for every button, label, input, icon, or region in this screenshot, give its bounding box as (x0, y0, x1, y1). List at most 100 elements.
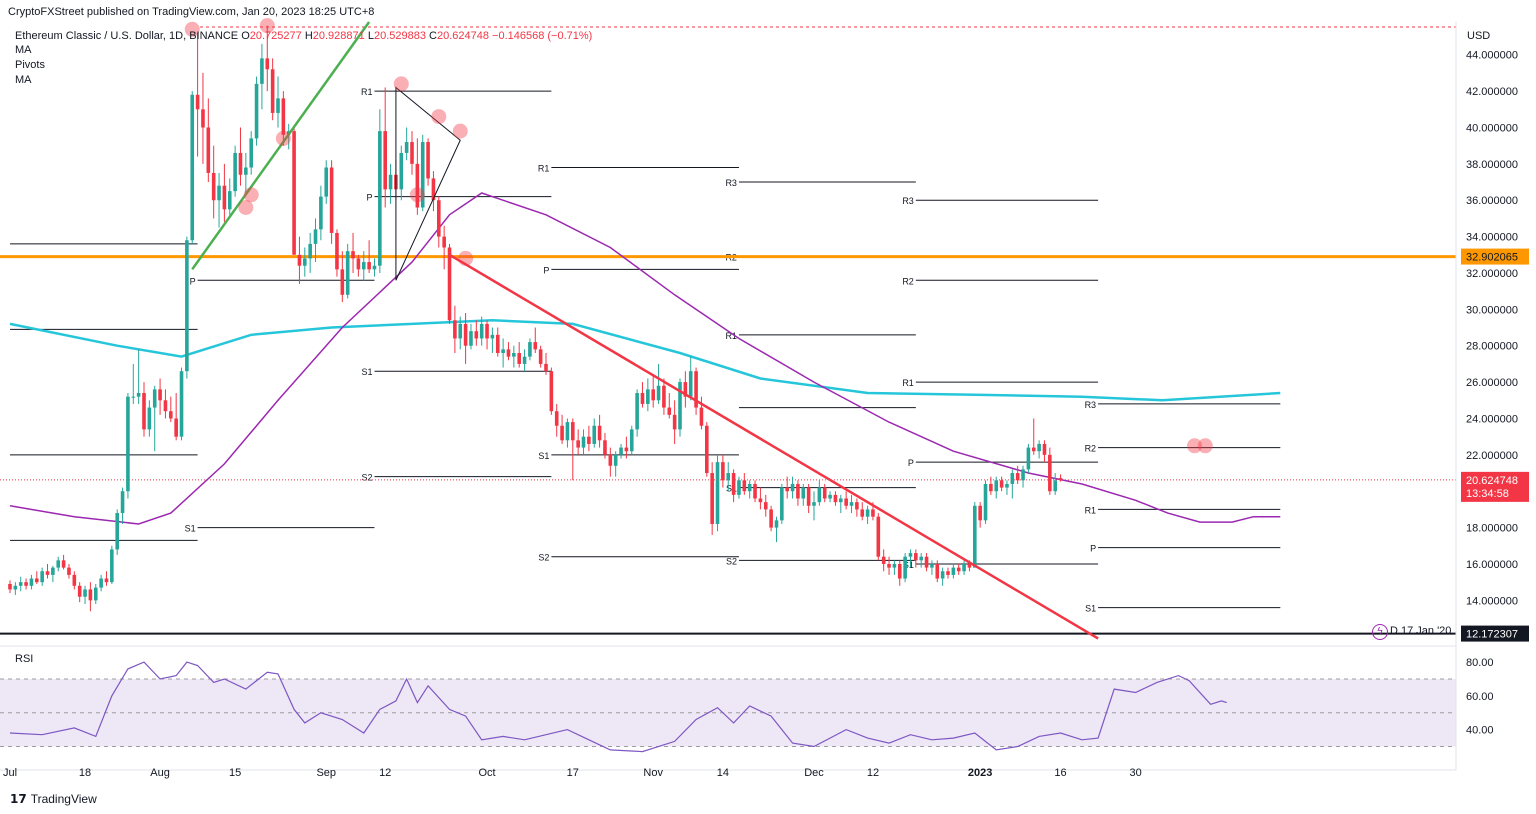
close-value: 20.624748 (436, 30, 489, 42)
candle-129 (699, 396, 704, 430)
candle-54 (297, 236, 302, 284)
indicator-pivots[interactable]: Pivots (15, 59, 45, 71)
candle-body (1010, 473, 1015, 484)
candle-61 (335, 229, 339, 277)
time-tick-6: Oct (478, 767, 495, 779)
candle-115 (624, 436, 629, 459)
price-tick-3: 38.000000 (1466, 159, 1518, 171)
candle-body (222, 185, 227, 210)
candle-body (479, 323, 484, 339)
candle-body (517, 353, 521, 364)
candle-body (158, 389, 162, 401)
candle-102 (554, 403, 559, 437)
candle-89 (485, 320, 489, 350)
candle-body (292, 131, 296, 255)
candle-body (383, 131, 387, 190)
candle-body (683, 382, 688, 397)
candle-body (1048, 454, 1052, 492)
candle-81 (442, 225, 446, 270)
candle-82 (447, 243, 452, 324)
candle-78 (426, 138, 430, 186)
tradingview-logo: 17 (10, 792, 27, 806)
candle-body (780, 487, 784, 521)
candle-128 (694, 367, 698, 415)
candle-116 (629, 425, 634, 455)
candle-body (147, 407, 152, 430)
candle-body (361, 262, 366, 270)
candle-body (485, 323, 489, 339)
candle-38 (211, 145, 216, 219)
pivot-label-14: R3 (725, 178, 737, 188)
candle-101 (549, 367, 554, 415)
touch-marker-3 (243, 187, 259, 203)
candle-43 (238, 127, 243, 186)
candle-106 (576, 429, 580, 455)
candle-body (581, 436, 586, 448)
pivot-label-20: R3 (902, 196, 914, 206)
pivot-label-25: R3 (1085, 400, 1097, 410)
candle-120 (651, 374, 655, 408)
rsi-tick-2: 40.00 (1466, 725, 1494, 737)
candle-2 (18, 576, 23, 592)
candle-94 (512, 345, 516, 368)
tradingview-brand[interactable]: 17 TradingView (10, 792, 97, 806)
rsi-tick-0: 80.00 (1466, 657, 1494, 669)
candle-46 (254, 76, 259, 146)
candle-body (340, 269, 345, 295)
high-value: 20.928871 (312, 30, 365, 42)
candle-body (442, 236, 446, 248)
candle-59 (324, 160, 329, 204)
candle-176 (951, 563, 956, 579)
candle-body (603, 440, 607, 455)
candle-body (303, 258, 307, 266)
candle-body (881, 556, 886, 564)
triangle-pattern (395, 86, 461, 281)
candle-57 (313, 218, 318, 263)
candle-109 (592, 418, 597, 448)
candle-body (860, 509, 865, 517)
candle-48 (265, 25, 270, 92)
candle-110 (597, 414, 602, 448)
indicator-ma-1[interactable]: MA (15, 44, 32, 56)
time-tick-11: 12 (867, 767, 879, 779)
candle-156 (844, 491, 848, 510)
candle-body (131, 396, 136, 398)
touch-marker-9 (458, 250, 474, 266)
candle-body (388, 174, 393, 190)
candle-9 (56, 556, 61, 572)
indicator-ma-2[interactable]: MA (15, 74, 32, 86)
candle-body (624, 447, 629, 452)
touch-marker-10 (1187, 438, 1203, 454)
candle-191 (1031, 418, 1036, 455)
candle-body (833, 494, 838, 503)
candle-71 (388, 163, 393, 204)
touch-marker-8 (452, 123, 468, 139)
candle-body (924, 556, 929, 568)
candle-155 (839, 494, 843, 514)
candle-body (839, 498, 843, 503)
candle-body (871, 509, 875, 517)
candle-body (260, 58, 264, 84)
price-tick-0: 44.000000 (1466, 50, 1518, 62)
candle-28 (158, 378, 162, 415)
candle-body (110, 549, 114, 583)
candle-body (855, 502, 859, 510)
candle-68 (372, 258, 377, 277)
candle-body (420, 142, 425, 208)
candle-182 (983, 480, 988, 524)
candle-193 (1042, 440, 1047, 463)
candle-150 (812, 491, 816, 521)
key-level-label: 32.902065 (1461, 248, 1529, 265)
touch-marker-11 (1197, 438, 1213, 454)
time-tick-2: Aug (150, 767, 170, 779)
candle-body (437, 200, 441, 237)
candle-39 (217, 172, 221, 228)
candle-body (844, 498, 848, 506)
rsi-title: RSI (15, 653, 33, 665)
candle-80 (437, 196, 441, 248)
candle-body (592, 425, 597, 444)
candle-body (812, 502, 816, 506)
candle-body (737, 480, 741, 495)
